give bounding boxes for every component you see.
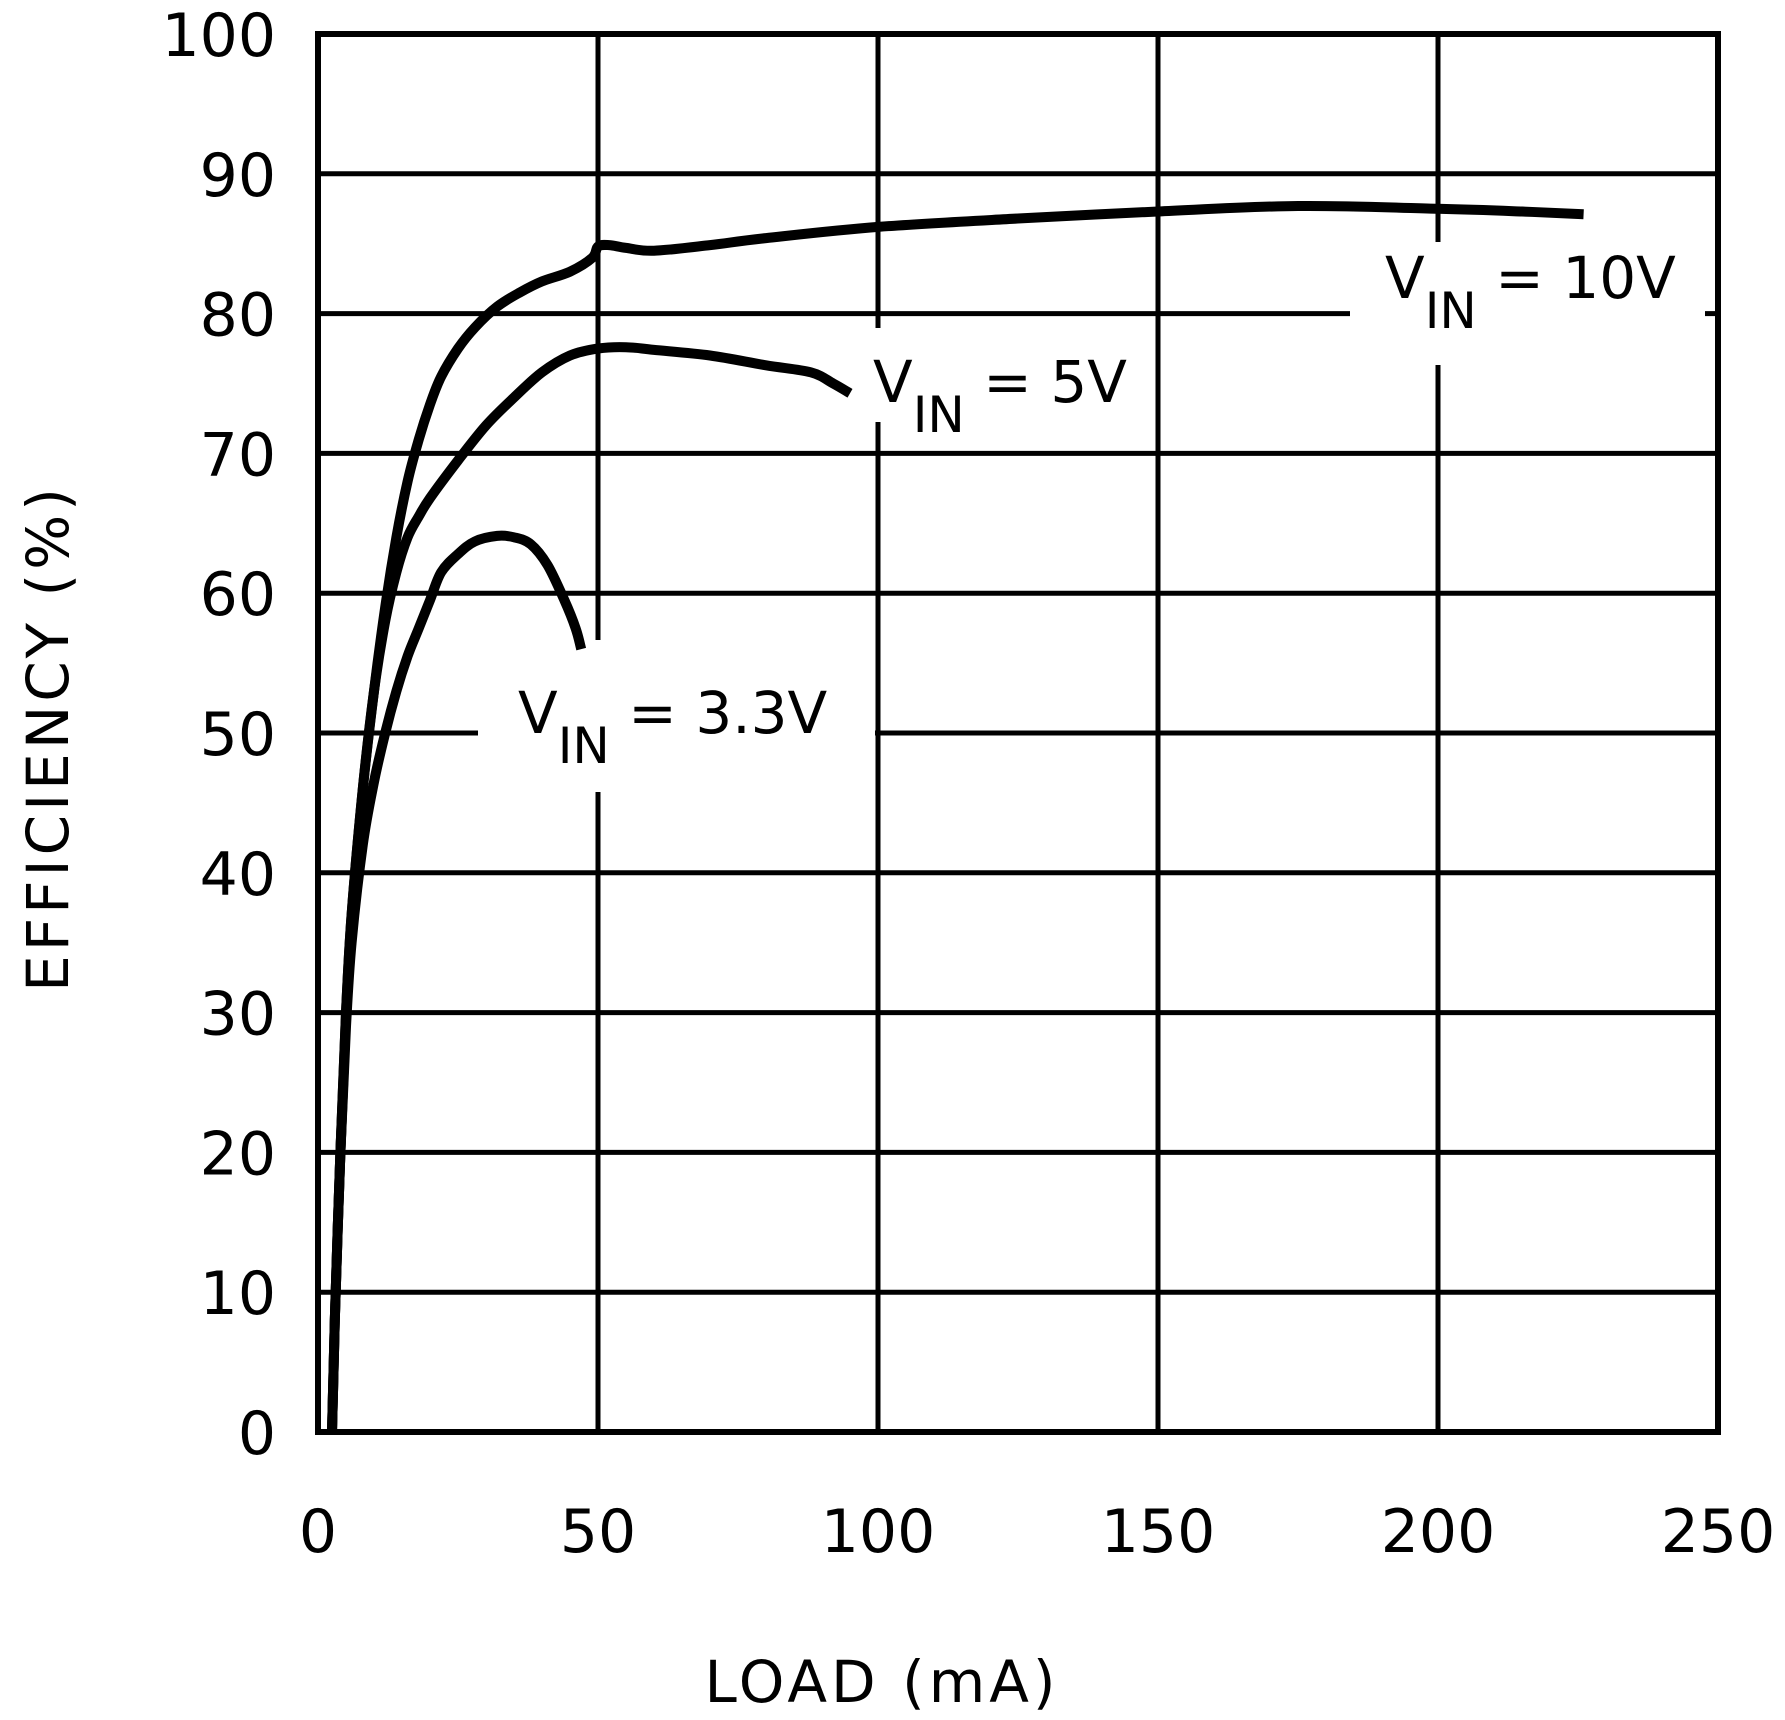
y-tick-label: 80 bbox=[200, 281, 276, 351]
y-tick-label: 100 bbox=[161, 1, 276, 71]
x-tick-label: 0 bbox=[299, 1497, 337, 1567]
y-tick-label: 70 bbox=[200, 420, 276, 490]
x-tick-label: 250 bbox=[1661, 1497, 1776, 1567]
series-labels: VIN = 10V VIN = 5V VIN = 3.3V bbox=[518, 244, 1676, 775]
x-axis-title: LOAD (mA) bbox=[704, 1648, 1059, 1716]
series-label-vin-5v: VIN = 5V bbox=[873, 348, 1127, 444]
x-tick-label: 200 bbox=[1381, 1497, 1496, 1567]
x-tick-label: 100 bbox=[821, 1497, 936, 1567]
y-tick-label: 10 bbox=[200, 1259, 276, 1329]
x-tick-label: 150 bbox=[1101, 1497, 1216, 1567]
y-tick-label: 40 bbox=[200, 840, 276, 910]
y-tick-label: 20 bbox=[200, 1119, 276, 1189]
series-label-vin-3-3v: VIN = 3.3V bbox=[518, 679, 828, 775]
grid bbox=[315, 31, 1721, 1435]
y-tick-label: 50 bbox=[200, 700, 276, 770]
x-tick-label: 50 bbox=[560, 1497, 636, 1567]
series-label-vin-10v: VIN = 10V bbox=[1385, 244, 1676, 340]
series-lines bbox=[327, 200, 1584, 1433]
plot-frame bbox=[315, 31, 1721, 1435]
y-tick-label: 30 bbox=[200, 980, 276, 1050]
y-tick-label: 90 bbox=[200, 141, 276, 211]
y-tick-label: 60 bbox=[200, 560, 276, 630]
tick-labels: 0 10 20 30 40 50 60 70 80 90 100 0 50 100 150 200 250 bbox=[161, 1, 1775, 1567]
y-tick-label: 0 bbox=[238, 1399, 276, 1469]
series-line-vin-3-3v bbox=[327, 530, 587, 1433]
series-line-vin-5v bbox=[327, 342, 853, 1433]
y-axis-title: EFFICIENCY (%) bbox=[14, 484, 82, 992]
